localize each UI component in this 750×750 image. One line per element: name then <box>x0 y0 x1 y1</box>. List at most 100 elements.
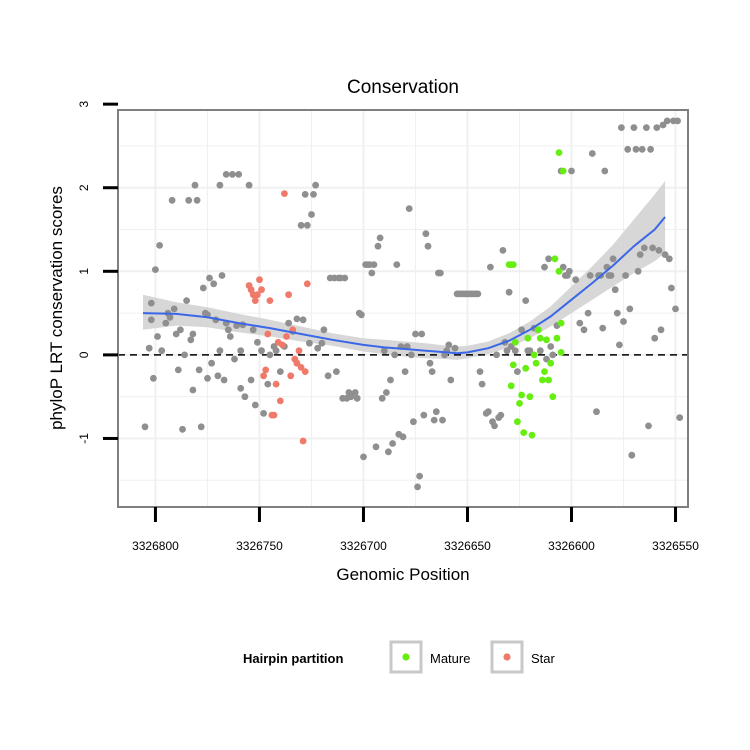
legend-label-star: Star <box>531 651 556 666</box>
point-other <box>536 347 544 355</box>
point-other <box>611 286 619 294</box>
point-other <box>216 181 224 189</box>
point-other <box>407 351 415 359</box>
point-other <box>297 221 305 229</box>
point-other <box>649 244 656 252</box>
point-other <box>580 326 588 334</box>
point-other <box>218 272 226 279</box>
point-mature <box>553 334 561 342</box>
point-other <box>541 263 548 271</box>
x-tick-label: 3326600 <box>548 539 595 553</box>
point-other <box>387 376 394 384</box>
point-other <box>299 316 307 324</box>
point-other <box>412 330 419 338</box>
legend-key-star <box>490 640 524 674</box>
point-other <box>420 411 428 419</box>
legend-dot-mature <box>402 653 410 661</box>
point-mature <box>536 334 544 342</box>
point-other <box>260 410 267 417</box>
point-other <box>214 372 222 380</box>
point-other <box>166 313 174 321</box>
point-other <box>543 355 550 363</box>
point-other <box>493 351 500 359</box>
point-other <box>499 247 507 254</box>
point-other <box>360 453 367 461</box>
point-other <box>189 386 197 394</box>
point-other <box>522 297 530 304</box>
point-other <box>187 336 195 344</box>
point-mature <box>551 255 559 263</box>
point-other <box>616 341 623 349</box>
point-other <box>439 416 446 424</box>
point-other <box>428 368 436 375</box>
point-other <box>312 181 319 189</box>
point-other <box>272 347 280 355</box>
point-mature <box>526 393 534 401</box>
point-other <box>179 425 186 433</box>
point-other <box>655 247 663 254</box>
point-other <box>661 251 669 258</box>
legend-key-mature <box>389 640 423 674</box>
legend-item-star: Star <box>490 640 556 674</box>
point-star <box>301 368 309 375</box>
point-other <box>672 305 679 313</box>
point-other <box>503 347 511 355</box>
point-mature <box>539 376 546 384</box>
point-other <box>376 234 384 242</box>
point-other <box>229 171 236 178</box>
point-other <box>572 276 580 284</box>
point-star <box>276 397 284 405</box>
point-other <box>487 263 494 271</box>
y-axis: -1 0 1 2 3 <box>77 100 118 444</box>
point-star <box>260 372 267 380</box>
point-mature <box>522 364 530 372</box>
point-other <box>341 274 349 282</box>
point-other <box>601 167 609 175</box>
point-star <box>264 330 272 338</box>
point-other <box>172 330 180 338</box>
point-star <box>254 291 261 299</box>
point-other <box>651 334 659 342</box>
point-other <box>247 376 255 384</box>
point-other <box>653 124 661 131</box>
point-mature <box>541 368 548 375</box>
point-other <box>630 124 638 131</box>
point-star <box>285 291 292 299</box>
point-other <box>638 145 646 153</box>
point-other <box>647 145 654 153</box>
point-other <box>189 330 197 338</box>
point-other <box>378 394 386 402</box>
point-other <box>620 318 627 325</box>
point-other <box>632 145 640 153</box>
point-star <box>281 190 288 198</box>
point-other <box>320 326 328 334</box>
point-other <box>628 451 636 459</box>
point-other <box>276 368 284 375</box>
point-other <box>308 211 315 218</box>
point-other <box>177 326 184 334</box>
point-other <box>389 440 396 447</box>
point-other <box>301 191 309 198</box>
point-other <box>607 272 615 279</box>
point-other <box>168 196 176 204</box>
point-other <box>636 251 644 258</box>
point-other <box>372 443 380 451</box>
point-other <box>609 255 617 263</box>
point-star <box>287 372 295 380</box>
point-other <box>399 433 407 441</box>
point-other <box>385 448 392 456</box>
point-other <box>204 374 211 382</box>
point-other <box>237 347 245 355</box>
point-other <box>426 359 434 367</box>
point-other <box>231 355 238 363</box>
point-other <box>206 274 213 282</box>
point-other <box>659 121 667 129</box>
x-tick-label: 3326800 <box>132 539 179 553</box>
point-other <box>484 408 492 416</box>
point-other <box>191 181 199 189</box>
point-other <box>437 269 444 277</box>
point-other <box>141 423 149 431</box>
point-star <box>258 286 265 294</box>
smooth-fit-line <box>142 216 666 355</box>
